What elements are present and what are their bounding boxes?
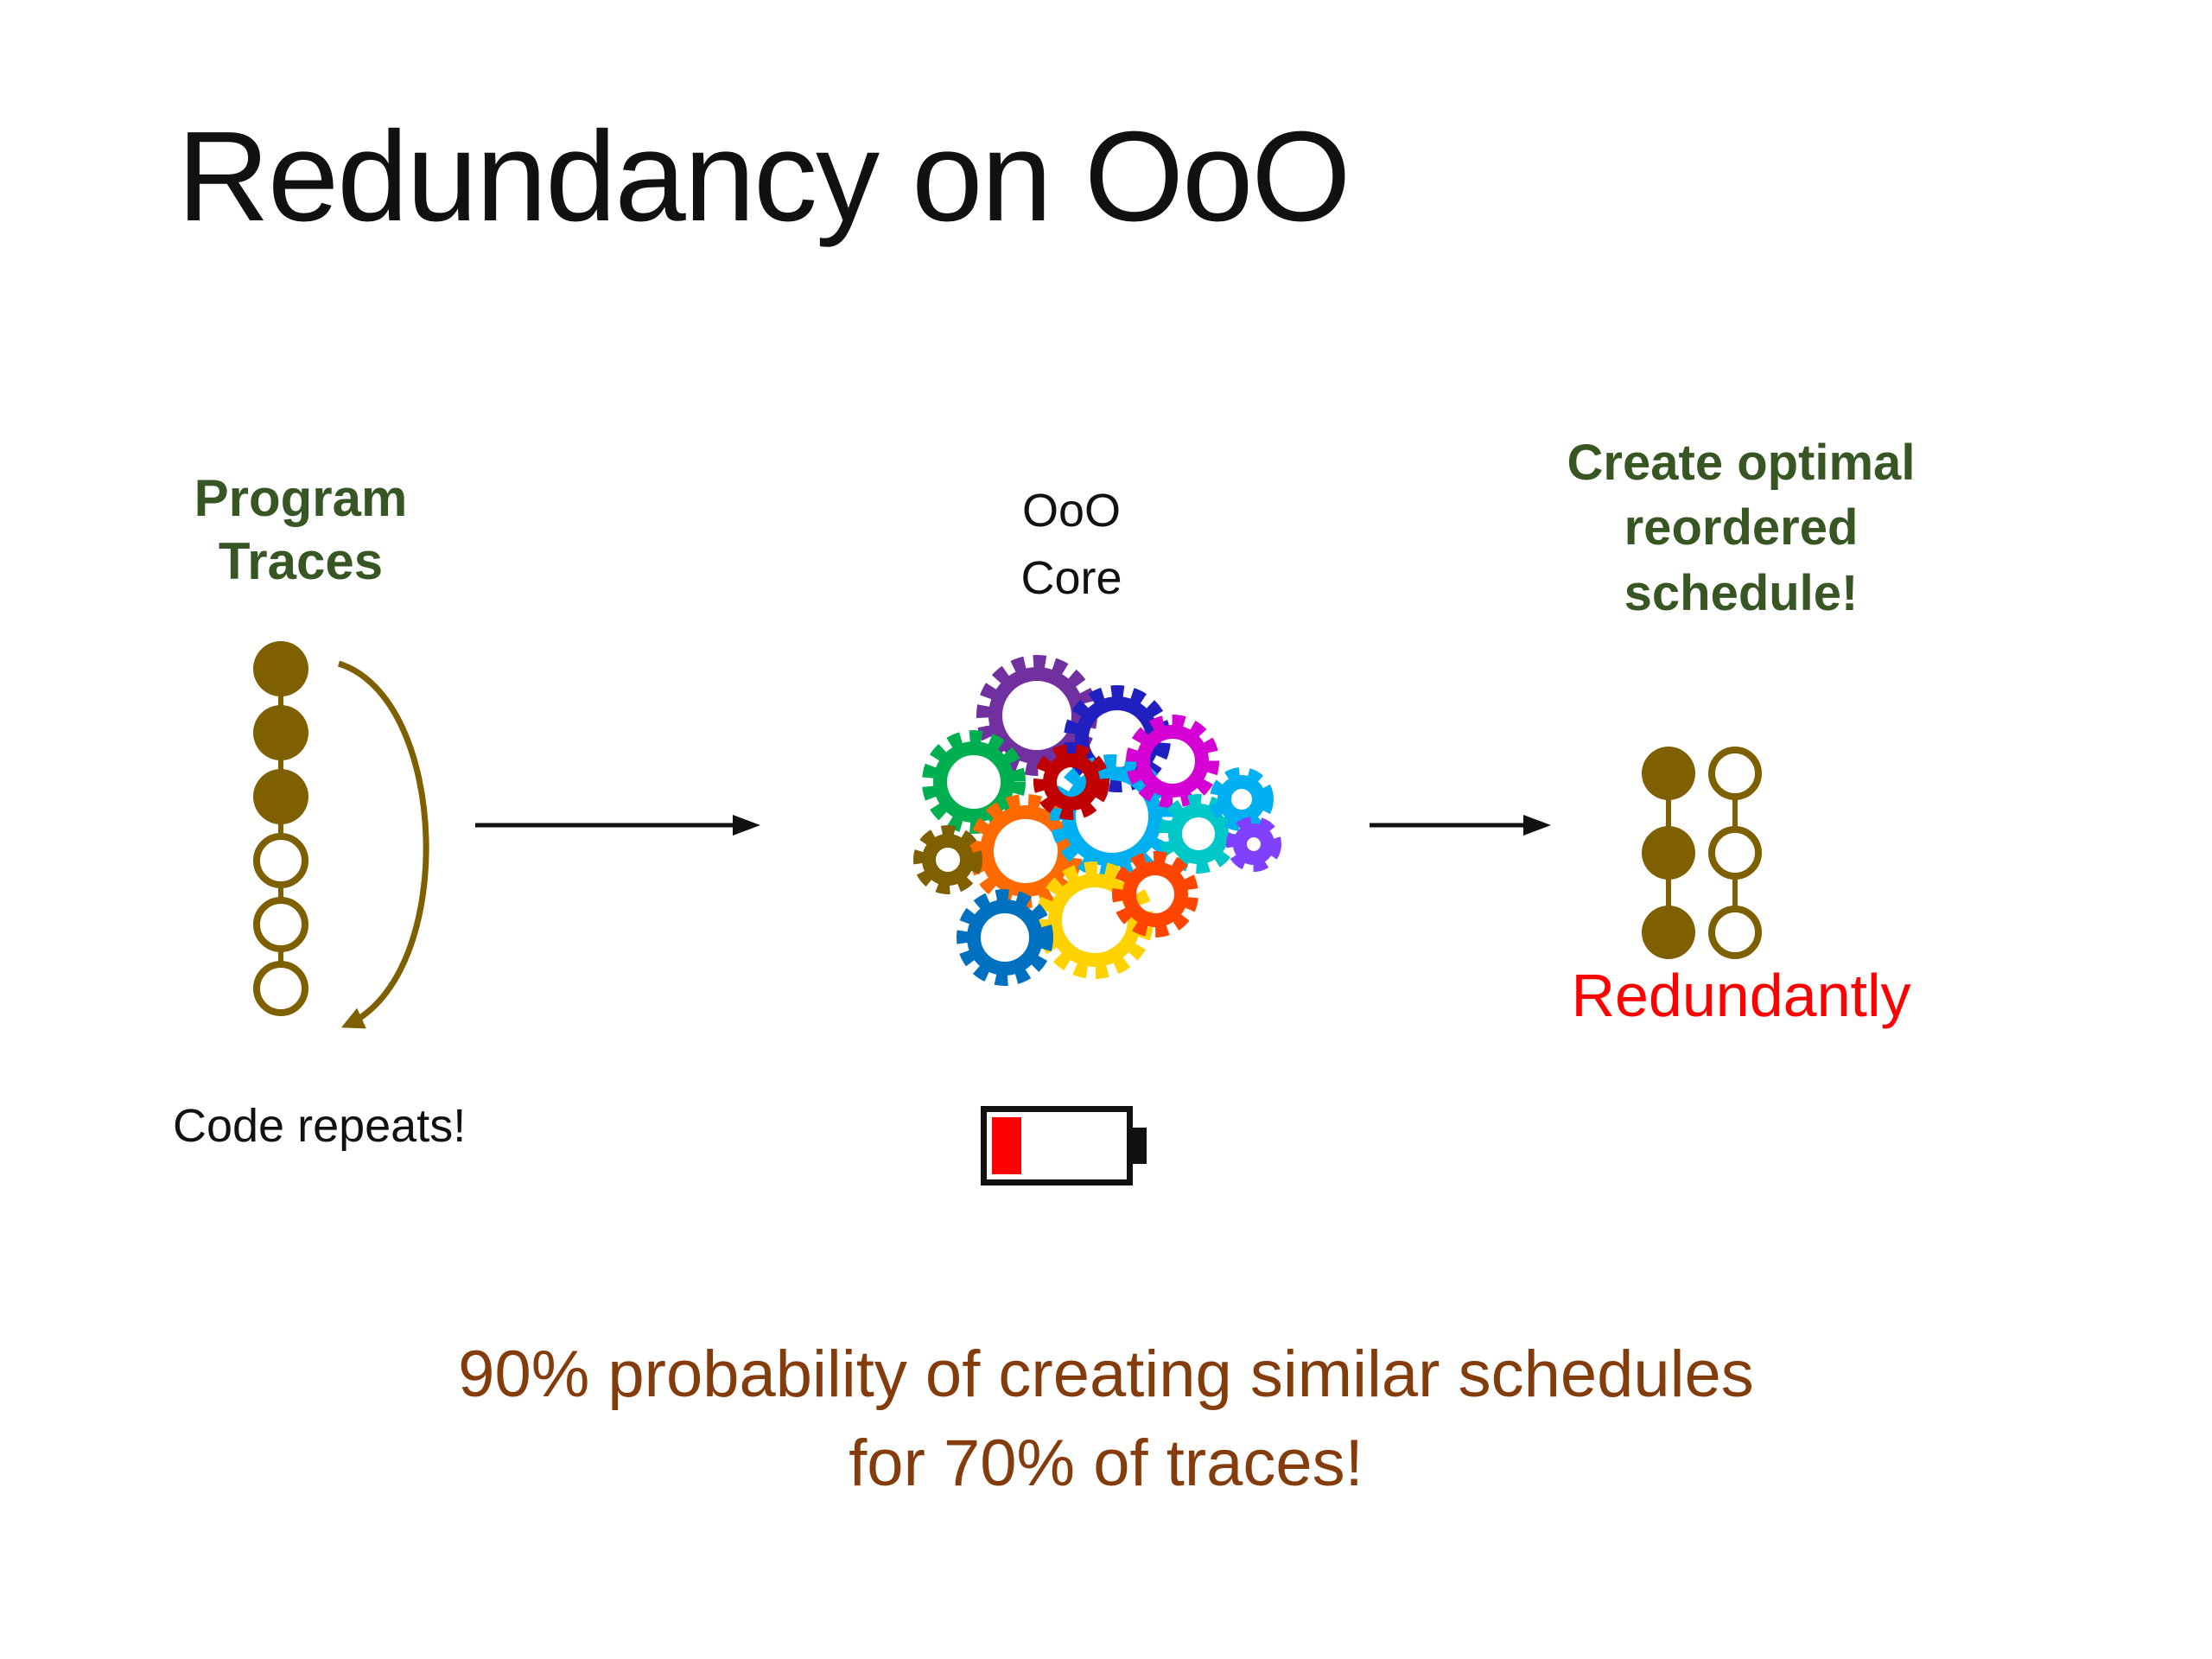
trace-circle-hollow <box>253 833 308 888</box>
schedule-column-hollow <box>1708 747 1762 959</box>
flow-arrow-left-icon <box>475 815 760 836</box>
repeat-loop-arrow-icon <box>337 660 429 1029</box>
trace-circle-filled <box>253 641 308 696</box>
schedule-circle-hollow <box>1708 747 1762 800</box>
ooo-core-gears-illustration <box>913 655 1281 986</box>
schedule-circle-filled <box>1642 826 1695 880</box>
schedule-circle-hollow <box>1708 826 1762 880</box>
slide-title: Redundancy on OoO <box>177 105 1351 248</box>
battery-charge-level <box>992 1117 1021 1174</box>
program-trace-circles <box>253 641 308 1016</box>
schedule-circle-filled <box>1642 747 1695 800</box>
trace-circle-filled <box>253 769 308 824</box>
battery-low-icon <box>981 1106 1147 1185</box>
battery-terminal <box>1133 1128 1147 1164</box>
redundantly-label: Redundantly <box>1571 962 1911 1029</box>
trace-circle-filled <box>253 705 308 760</box>
schedule-circle-hollow <box>1708 906 1762 959</box>
footer-caption: 90% probability of creating similar sche… <box>458 1338 1754 1500</box>
code-repeats-caption: Code repeats! <box>173 1100 467 1152</box>
reordered-schedule-circles <box>1642 747 1762 959</box>
trace-circle-hollow <box>253 897 308 952</box>
optimal-schedule-heading: Create optimal reordered schedule! <box>1567 435 1916 621</box>
flow-arrow-right-icon <box>1370 815 1551 836</box>
schedule-column-filled <box>1642 747 1695 959</box>
trace-circle-hollow <box>253 961 308 1016</box>
program-traces-heading: Program Traces <box>194 469 408 591</box>
schedule-circle-filled <box>1642 906 1695 959</box>
ooo-core-heading: OoO Core <box>1020 485 1122 605</box>
battery-body <box>981 1106 1133 1185</box>
trace-connector-line <box>278 667 283 990</box>
